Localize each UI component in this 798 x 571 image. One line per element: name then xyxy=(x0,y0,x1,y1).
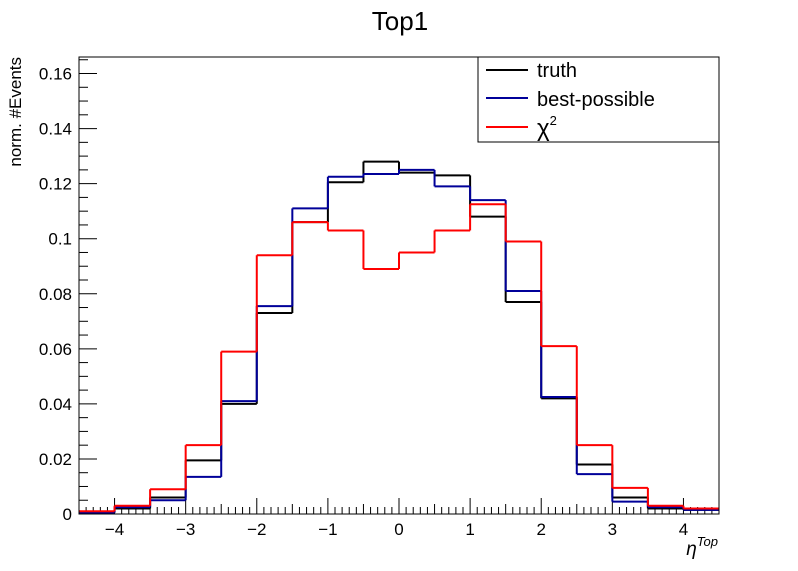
y-tick-label: 0.02 xyxy=(39,450,72,469)
legend-label-chi2-base: χ xyxy=(537,115,550,142)
y-axis-ticks: 0 0.02 0.04 0.06 0.08 0.1 0.12 0.14 0.16 xyxy=(39,59,97,524)
x-axis-label-symbol: η xyxy=(686,539,697,560)
x-axis-label-superscript: Top xyxy=(697,534,718,549)
y-tick-label: 0.16 xyxy=(39,65,72,84)
x-tick-label: 4 xyxy=(679,520,688,539)
x-tick-label: −2 xyxy=(247,520,266,539)
y-tick-label: 0.12 xyxy=(39,175,72,194)
x-tick-label: −1 xyxy=(318,520,337,539)
legend: truth best-possible χ2 xyxy=(477,56,720,143)
y-tick-label: 0.04 xyxy=(39,395,72,414)
y-tick-label: 0 xyxy=(63,505,72,524)
x-axis-label: ηTop xyxy=(686,534,718,560)
chart-title: Top1 xyxy=(372,6,428,36)
y-tick-label: 0.14 xyxy=(39,120,72,139)
x-axis-ticks: −4 −3 −2 −1 0 1 2 3 4 xyxy=(78,498,720,539)
legend-label-chi2: χ2 xyxy=(537,113,557,142)
x-tick-label: 3 xyxy=(608,520,617,539)
y-tick-label: 0.06 xyxy=(39,340,72,359)
x-tick-label: −4 xyxy=(105,520,124,539)
y-tick-label: 0.08 xyxy=(39,285,72,304)
x-tick-label: −3 xyxy=(176,520,195,539)
x-tick-label: 1 xyxy=(465,520,474,539)
y-axis-label: norm. #Events xyxy=(6,57,25,167)
legend-label-chi2-sup: 2 xyxy=(550,113,557,128)
x-tick-label: 2 xyxy=(536,520,545,539)
series-layer xyxy=(79,160,719,514)
plot-frame xyxy=(78,56,720,515)
legend-label-truth: truth xyxy=(537,60,577,82)
series-chi2 xyxy=(79,203,719,513)
y-tick-label: 0.1 xyxy=(48,230,72,249)
legend-label-best-possible: best-possible xyxy=(537,89,655,111)
x-tick-label: 0 xyxy=(394,520,403,539)
